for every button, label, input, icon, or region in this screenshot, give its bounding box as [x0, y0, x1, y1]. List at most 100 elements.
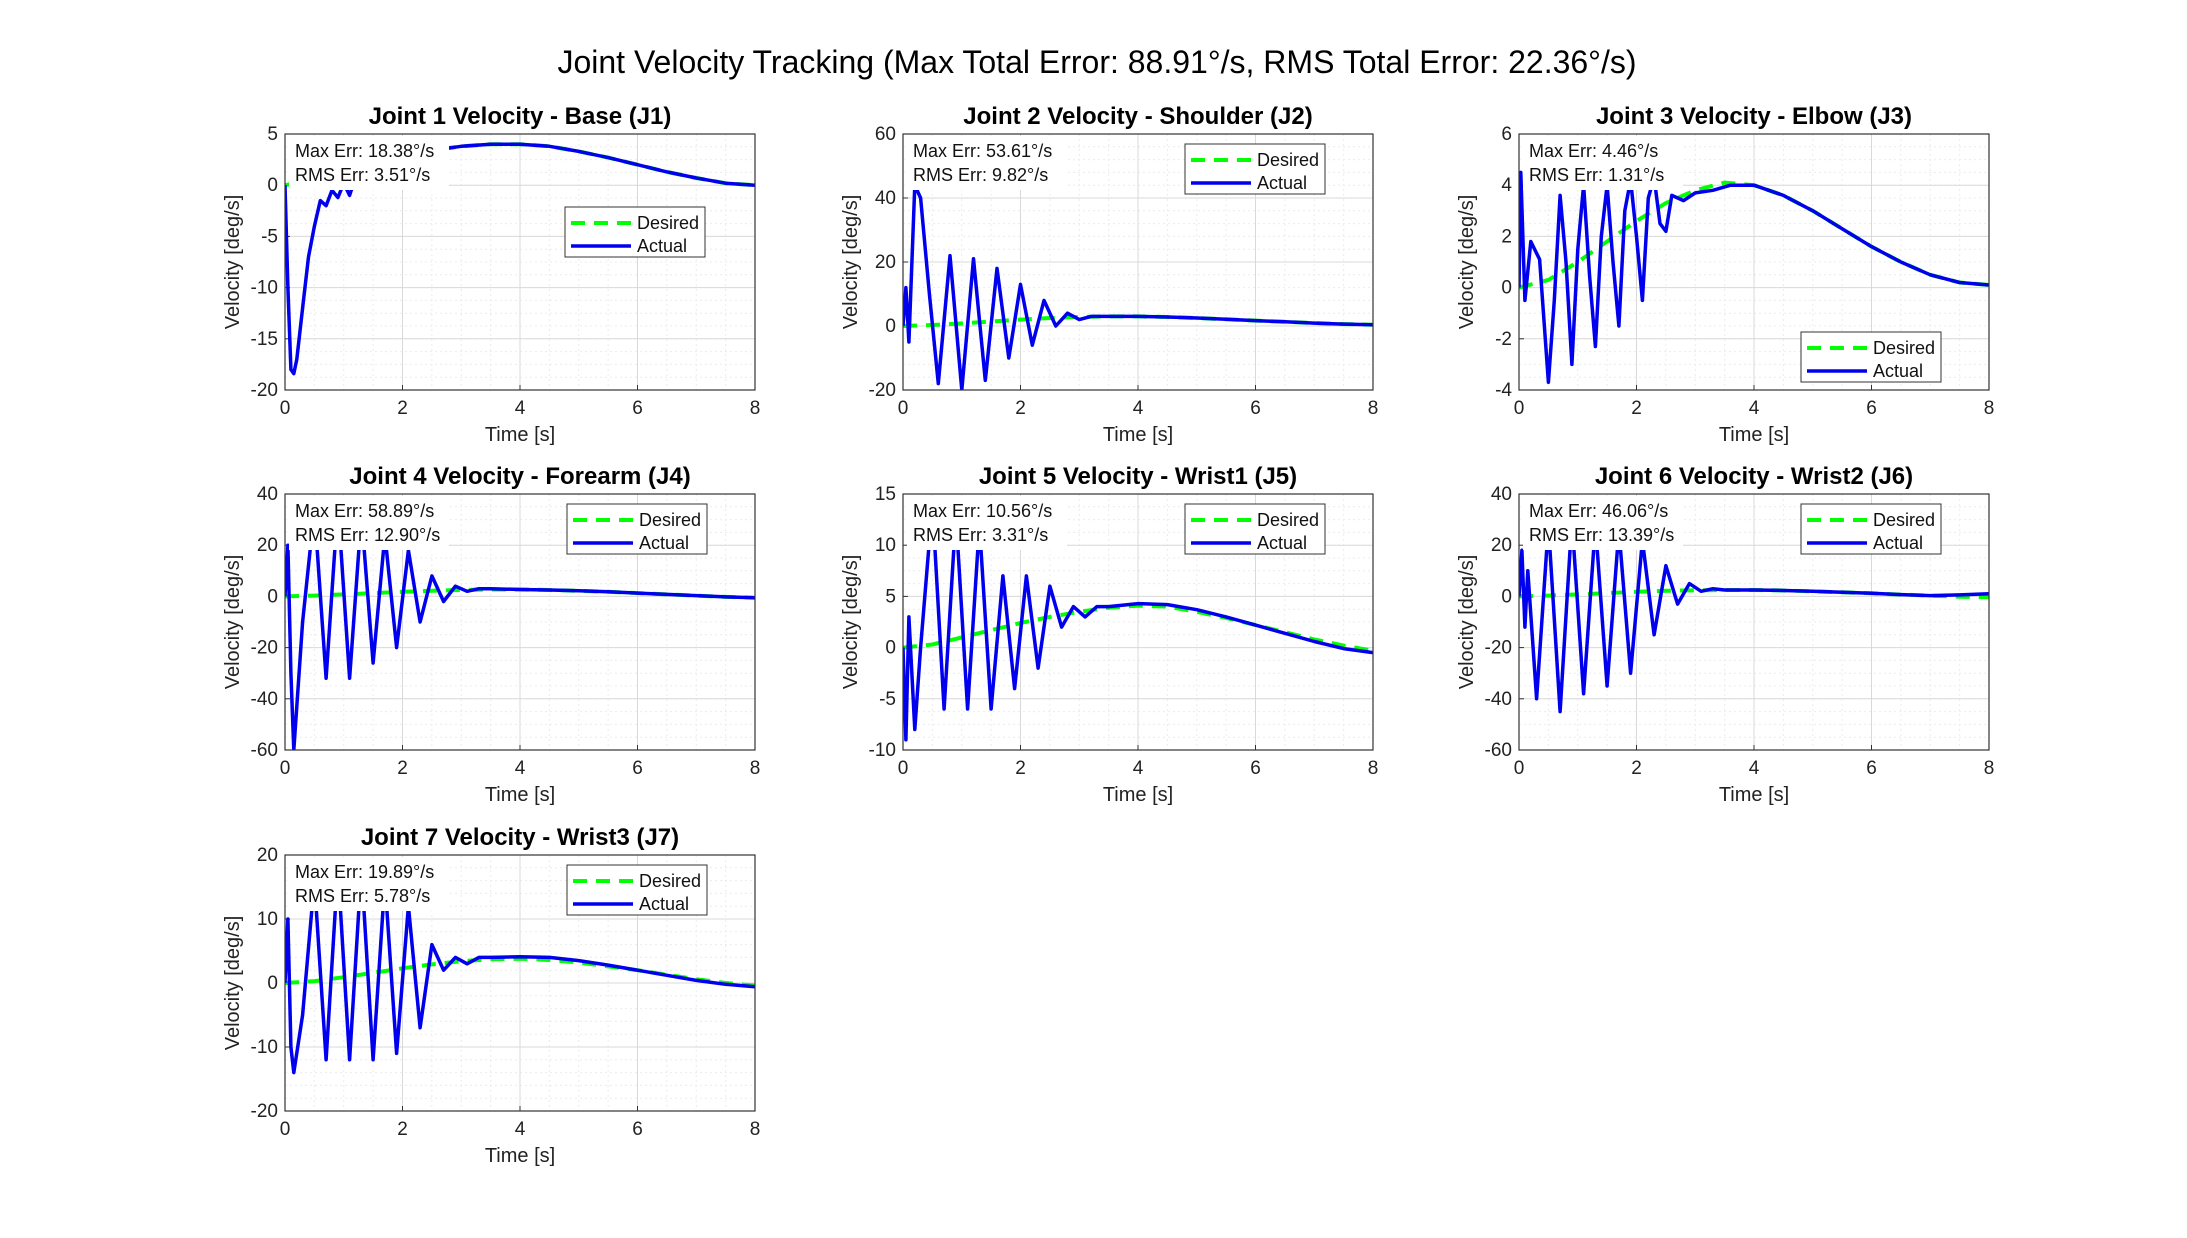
- x-tick-label: 0: [280, 1119, 291, 1140]
- legend-label-desired: Desired: [639, 871, 701, 891]
- x-tick-label: 8: [1984, 398, 1995, 419]
- axes-box: [902, 493, 1374, 751]
- subplot-title: Joint 5 Velocity - Wrist1 (J5): [979, 463, 1297, 490]
- legend-box: [566, 864, 708, 916]
- series-line-actual: [1519, 517, 1989, 714]
- error-annotation-box: [1523, 496, 1683, 550]
- error-annotation: RMS Err: 1.31°/s: [1529, 165, 1664, 185]
- x-tick-label: 8: [750, 1119, 761, 1140]
- error-annotation: RMS Err: 12.90°/s: [295, 525, 440, 545]
- y-tick-label: -20: [1485, 638, 1512, 659]
- axes-box: [284, 493, 756, 751]
- x-tick-label: 8: [750, 398, 761, 419]
- y-axis-label: Velocity [deg/s]: [1456, 555, 1478, 690]
- y-tick-label: 40: [257, 484, 278, 505]
- y-tick-label: -10: [869, 740, 896, 761]
- legend: Desired Actual: [1184, 143, 1326, 195]
- subplot-j6: 0 2 4 6 8 -60 -40 -20 0 20 40 Joint 6 Velocity - Wr…: [1456, 463, 1994, 806]
- axes-box: [902, 133, 1374, 391]
- x-tick-label: 0: [280, 398, 291, 419]
- y-tick-label: 15: [875, 484, 896, 505]
- legend-label-actual: Actual: [1873, 533, 1923, 553]
- legend-box: [566, 503, 708, 555]
- axes-box: [1518, 133, 1990, 391]
- x-tick-label: 4: [1749, 758, 1760, 779]
- y-tick-label: 0: [267, 175, 278, 196]
- x-axis-label: Time [s]: [485, 784, 555, 806]
- error-annotation: Max Err: 10.56°/s: [913, 501, 1052, 521]
- y-axis-label: Velocity [deg/s]: [840, 555, 862, 690]
- legend-label-desired: Desired: [1873, 510, 1935, 530]
- legend-label-actual: Actual: [639, 894, 689, 914]
- y-axis-label: Velocity [deg/s]: [222, 195, 244, 330]
- y-tick-label: 20: [875, 252, 896, 273]
- y-tick-label: 4: [1501, 175, 1512, 196]
- legend-label-desired: Desired: [637, 213, 699, 233]
- error-annotation-box: [1523, 136, 1683, 190]
- x-tick-label: 0: [280, 758, 291, 779]
- y-axis-label: Velocity [deg/s]: [222, 916, 244, 1051]
- error-annotation-box: [289, 136, 449, 190]
- legend: Desired Actual: [566, 503, 708, 555]
- x-tick-label: 4: [515, 398, 526, 419]
- legend-box: [1184, 503, 1326, 555]
- y-axis-label: Velocity [deg/s]: [222, 555, 244, 690]
- series-line-actual: [903, 183, 1373, 390]
- y-tick-label: -10: [251, 278, 278, 299]
- x-tick-label: 4: [1133, 758, 1144, 779]
- y-tick-label: 40: [875, 188, 896, 209]
- y-tick-label: 5: [267, 124, 278, 145]
- y-tick-label: -20: [251, 1101, 278, 1122]
- y-tick-label: -5: [261, 226, 278, 247]
- error-annotation: RMS Err: 13.39°/s: [1529, 525, 1674, 545]
- y-tick-label: 0: [885, 638, 896, 659]
- y-tick-label: 10: [257, 909, 278, 930]
- x-tick-label: 0: [898, 758, 909, 779]
- x-tick-label: 2: [397, 398, 408, 419]
- legend: Desired Actual: [566, 864, 708, 916]
- error-annotation: RMS Err: 3.51°/s: [295, 165, 430, 185]
- x-tick-label: 2: [1631, 758, 1642, 779]
- legend-label-actual: Actual: [637, 236, 687, 256]
- y-tick-label: 0: [1501, 586, 1512, 607]
- legend-label-actual: Actual: [1257, 533, 1307, 553]
- y-tick-label: -15: [251, 329, 278, 350]
- x-axis-label: Time [s]: [485, 424, 555, 446]
- y-tick-label: 10: [875, 535, 896, 556]
- y-tick-label: -40: [251, 689, 278, 710]
- y-tick-label: -20: [251, 638, 278, 659]
- error-annotation: Max Err: 58.89°/s: [295, 501, 434, 521]
- legend-label-desired: Desired: [1257, 510, 1319, 530]
- error-annotation: Max Err: 19.89°/s: [295, 862, 434, 882]
- subplot-title: Joint 4 Velocity - Forearm (J4): [349, 463, 690, 490]
- error-annotation: RMS Err: 9.82°/s: [913, 165, 1048, 185]
- legend-label-desired: Desired: [1873, 338, 1935, 358]
- error-annotation: Max Err: 4.46°/s: [1529, 141, 1658, 161]
- y-tick-label: -2: [1495, 329, 1512, 350]
- y-tick-label: 20: [257, 535, 278, 556]
- y-tick-label: -20: [251, 380, 278, 401]
- figure-suptitle: Joint Velocity Tracking (Max Total Error…: [557, 44, 1636, 80]
- x-tick-label: 2: [1015, 398, 1026, 419]
- error-annotation-box: [907, 136, 1067, 190]
- y-tick-label: -10: [251, 1037, 278, 1058]
- x-tick-label: 2: [397, 758, 408, 779]
- error-annotation: Max Err: 46.06°/s: [1529, 501, 1668, 521]
- legend-label-actual: Actual: [1257, 173, 1307, 193]
- legend-label-desired: Desired: [1257, 150, 1319, 170]
- y-tick-label: 2: [1501, 226, 1512, 247]
- y-tick-label: 20: [1491, 535, 1512, 556]
- subplot-title: Joint 7 Velocity - Wrist3 (J7): [361, 824, 679, 851]
- x-tick-label: 8: [1368, 398, 1379, 419]
- error-annotation-box: [289, 496, 449, 550]
- legend: Desired Actual: [1800, 331, 1942, 383]
- error-annotation: Max Err: 18.38°/s: [295, 141, 434, 161]
- x-axis-label: Time [s]: [1103, 424, 1173, 446]
- x-tick-label: 6: [1866, 398, 1877, 419]
- legend: Desired Actual: [1800, 503, 1942, 555]
- x-axis-label: Time [s]: [1719, 784, 1789, 806]
- x-axis-label: Time [s]: [1719, 424, 1789, 446]
